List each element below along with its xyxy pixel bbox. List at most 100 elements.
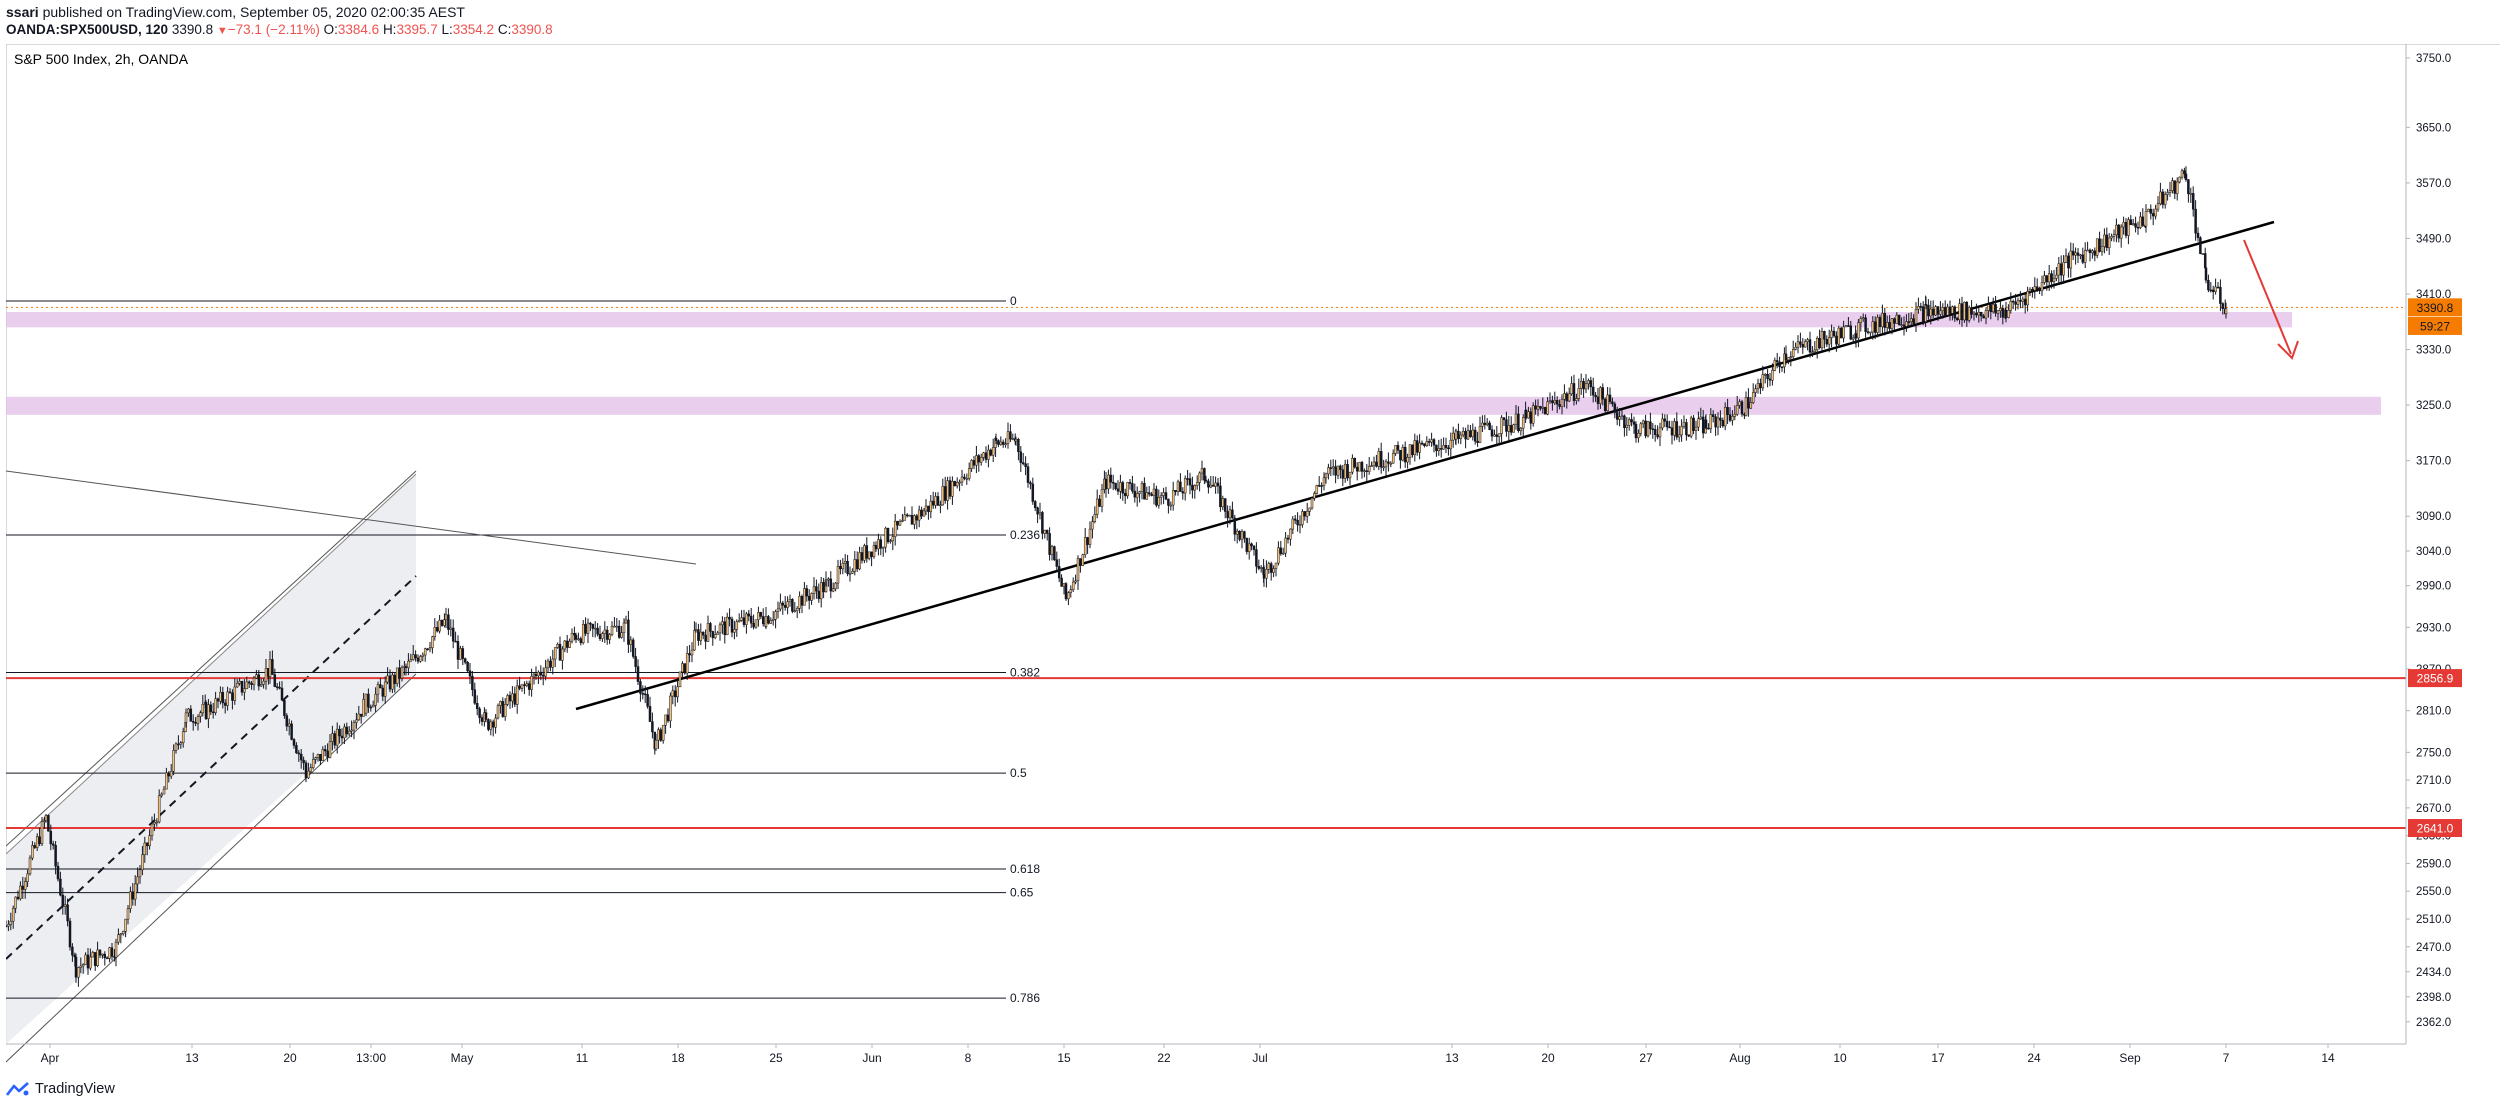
candle-body xyxy=(1849,325,1853,340)
symbol-label[interactable]: OANDA:SPX500USD, 120 xyxy=(6,22,169,37)
time-tick-label: 14 xyxy=(2321,1051,2335,1065)
candle-body xyxy=(1951,306,1954,314)
candle-body xyxy=(235,683,239,688)
candle-body xyxy=(1296,520,1299,526)
candle-body xyxy=(223,702,227,706)
candle-body xyxy=(2033,286,2037,291)
candle-body xyxy=(886,527,890,543)
candle-body xyxy=(1682,422,1686,427)
candle-body xyxy=(1011,438,1015,440)
candle-body xyxy=(2141,216,2145,226)
candle-body xyxy=(593,627,597,630)
candle-body xyxy=(1279,547,1283,554)
candle-body xyxy=(466,661,469,672)
candle-body xyxy=(532,673,536,677)
candle-body xyxy=(44,815,48,821)
publisher-username[interactable]: ssari xyxy=(6,4,39,20)
candle-body xyxy=(28,857,32,875)
time-axis[interactable]: Apr 13 20 13:00 May 11 18 25 Jun 8 15 22 Jul 13 20 27 Au… xyxy=(6,1043,2406,1065)
candle-body xyxy=(941,486,945,506)
candle-body xyxy=(1449,439,1453,450)
footer-brand[interactable]: TradingView xyxy=(35,1081,115,1097)
candle-body xyxy=(321,749,325,761)
candle-body xyxy=(946,480,949,501)
candle-body xyxy=(999,441,1003,445)
price-chart[interactable]: 0 0.236 0.382 0.5 0.618 0.65 0.786 3750.0 3650.… xyxy=(6,44,2500,1083)
candle-body xyxy=(250,683,253,685)
candle-body xyxy=(199,712,202,717)
price-axis[interactable]: 3750.0 3650.0 3570.0 3490.0 3410.0 3330.0 3250… xyxy=(2405,44,2462,1044)
candle-body xyxy=(737,620,741,622)
candle-body xyxy=(2180,170,2184,178)
candle-body xyxy=(694,629,698,631)
candle-body xyxy=(779,602,782,610)
fib-label: 0.5 xyxy=(1010,766,1027,780)
candle-body xyxy=(1589,380,1593,388)
candle-body xyxy=(1615,412,1619,420)
candle-body xyxy=(1651,428,1655,430)
candle-body xyxy=(693,630,696,651)
candle-body xyxy=(35,836,39,848)
candle-body xyxy=(165,772,168,790)
candle-body xyxy=(1358,462,1361,472)
support-zones xyxy=(6,312,2381,415)
candle-body xyxy=(620,632,623,638)
candle-body xyxy=(136,876,139,885)
candle-body xyxy=(1193,485,1197,491)
candle-body xyxy=(771,619,775,621)
close-value: 3390.8 xyxy=(511,22,553,37)
tradingview-logo-icon[interactable] xyxy=(6,1081,30,1097)
candle-body xyxy=(98,949,102,956)
time-tick-label: 17 xyxy=(1931,1051,1945,1065)
candle-body xyxy=(1939,310,1942,315)
candle-body xyxy=(1876,317,1879,333)
price-tick-label: 2434.0 xyxy=(2416,967,2451,979)
candle-body xyxy=(525,683,529,686)
candle-body xyxy=(1649,421,1652,429)
candle-body xyxy=(331,733,334,742)
candle-body xyxy=(1716,417,1720,428)
candle-body xyxy=(1680,425,1683,436)
footer: TradingView xyxy=(6,1077,115,1101)
candle-body xyxy=(1500,417,1503,434)
candle-body xyxy=(216,698,220,702)
candle-body xyxy=(991,447,995,456)
candle-body xyxy=(1183,478,1187,494)
candle-body xyxy=(428,647,432,650)
candle-body xyxy=(1370,465,1373,467)
candle-body xyxy=(874,545,878,550)
chart-area[interactable]: 0 0.236 0.382 0.5 0.618 0.65 0.786 3750.0 3650.… xyxy=(6,44,2500,1083)
candle-body xyxy=(352,722,356,731)
candle-body xyxy=(2214,286,2217,292)
time-tick-label: 11 xyxy=(576,1051,589,1065)
candle-body xyxy=(1147,492,1151,495)
candle-body xyxy=(1303,511,1307,517)
candle-body xyxy=(433,627,437,637)
time-tick-label: Jul xyxy=(1252,1051,1267,1065)
candle-body xyxy=(1505,419,1508,432)
candle-body xyxy=(1267,563,1271,570)
candle-body xyxy=(1031,483,1035,502)
candle-body xyxy=(84,954,87,965)
candle-body xyxy=(889,540,892,543)
candle-body xyxy=(1444,445,1448,449)
candle-body xyxy=(1459,434,1463,439)
candle-body xyxy=(1975,312,1978,316)
candle-body xyxy=(1336,465,1340,476)
candle-body xyxy=(893,520,897,537)
candle-body xyxy=(388,675,392,690)
candle-body xyxy=(2069,250,2073,269)
candle-body xyxy=(1401,446,1405,461)
candle-body xyxy=(1262,574,1266,579)
candle-body xyxy=(290,723,293,740)
candle-body xyxy=(1731,416,1734,421)
candle-body xyxy=(1188,478,1192,486)
candle-body xyxy=(40,821,44,844)
candle-body xyxy=(589,622,592,625)
candle-body xyxy=(1596,396,1600,404)
candle-body xyxy=(2184,173,2188,180)
time-tick-label: Apr xyxy=(41,1051,60,1065)
candle-body xyxy=(2038,289,2041,292)
candle-body xyxy=(1907,321,1911,323)
candle-body xyxy=(648,706,652,722)
